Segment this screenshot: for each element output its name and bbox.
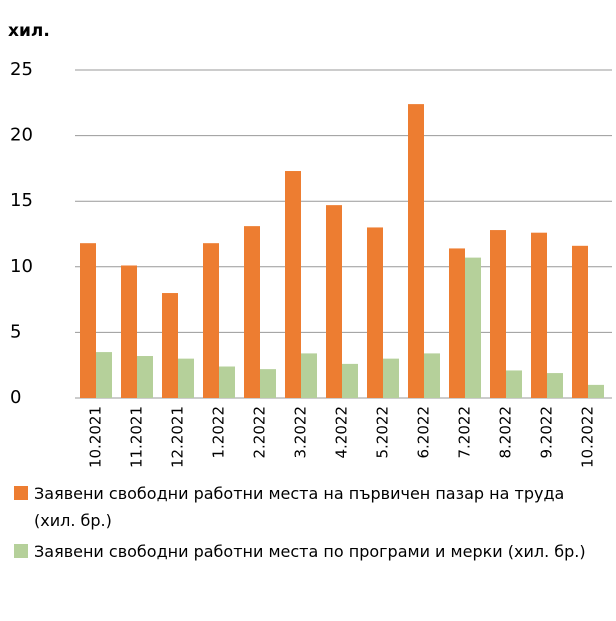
bar [137, 356, 153, 398]
x-tick-label: 8.2022 [497, 406, 515, 459]
bar [260, 369, 276, 398]
legend-swatch [14, 486, 28, 500]
bar [367, 227, 383, 398]
x-tick-label: 6.2022 [415, 406, 433, 459]
legend-label: Заявени свободни работни места по програ… [34, 542, 586, 561]
bar [424, 353, 440, 398]
x-tick-label: 12.2021 [169, 406, 187, 468]
bar [121, 265, 137, 398]
bar [203, 243, 219, 398]
bar [449, 248, 465, 398]
legend-item: Заявени свободни работни места на първич… [14, 480, 610, 534]
legend: Заявени свободни работни места на първич… [14, 480, 610, 569]
x-tick-label: 9.2022 [538, 406, 556, 459]
x-tick-label: 4.2022 [333, 406, 351, 459]
bar [285, 171, 301, 398]
bar [408, 104, 424, 398]
bar [80, 243, 96, 398]
x-tick-label: 3.2022 [292, 406, 310, 459]
bar [383, 358, 399, 398]
y-tick-label: 0 [10, 387, 21, 408]
legend-swatch [14, 544, 28, 558]
bar [244, 226, 260, 398]
bar [96, 352, 112, 398]
bar [465, 257, 481, 398]
bar [531, 232, 547, 398]
bar [178, 358, 194, 398]
x-tick-label: 11.2021 [128, 406, 146, 468]
y-tick-label: 20 [10, 125, 33, 146]
x-tick-label: 10.2022 [579, 406, 597, 468]
y-unit-label: хил. [8, 21, 50, 41]
bar [547, 373, 563, 398]
x-tick-label: 10.2021 [87, 406, 105, 468]
x-tick-label: 7.2022 [456, 406, 474, 459]
y-tick-label: 10 [10, 256, 33, 277]
bar [326, 205, 342, 398]
y-tick-label: 15 [10, 190, 33, 211]
chart: хил. 0 5 10 15 20 25 10.2021 11.2021 12.2021 1.20… [8, 21, 612, 468]
y-tick-label: 25 [10, 59, 33, 80]
legend-label: Заявени свободни работни места на първич… [34, 484, 565, 530]
y-tick-label: 5 [10, 321, 21, 342]
x-tick-label: 1.2022 [210, 406, 228, 459]
x-tick-label: 2.2022 [251, 406, 269, 459]
x-tick-label: 5.2022 [374, 406, 392, 459]
bar [301, 353, 317, 398]
legend-item: Заявени свободни работни места по програ… [14, 538, 610, 565]
bar [588, 384, 604, 398]
bar [572, 245, 588, 398]
bar [506, 370, 522, 398]
bar [490, 230, 506, 398]
bar [219, 366, 235, 398]
bar [162, 293, 178, 398]
bar [342, 363, 358, 398]
